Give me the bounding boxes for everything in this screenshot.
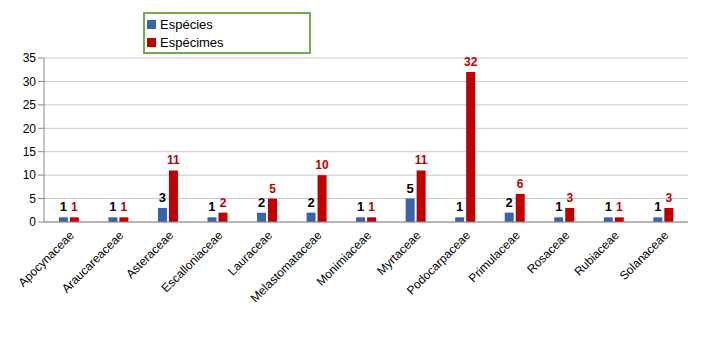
svg-text:1: 1	[605, 199, 612, 214]
svg-text:Melastomataceae: Melastomataceae	[248, 228, 325, 305]
svg-text:2: 2	[258, 195, 265, 210]
svg-text:20: 20	[23, 122, 37, 136]
svg-text:1: 1	[208, 199, 215, 214]
html-text:Espécies: Espécies	[160, 17, 213, 32]
svg-text:Araucareaceae: Araucareaceae	[59, 228, 127, 296]
svg-text:1: 1	[60, 199, 67, 214]
svg-text:Rubiaceae: Rubiaceae	[571, 228, 622, 279]
svg-text:2: 2	[506, 195, 513, 210]
svg-text:3: 3	[159, 190, 166, 205]
svg-text:1: 1	[109, 199, 116, 214]
svg-text:0: 0	[29, 215, 36, 229]
svg-text:3: 3	[566, 191, 573, 205]
svg-text:Rosaceae: Rosaceae	[524, 228, 572, 276]
svg-text:5: 5	[407, 181, 414, 196]
svg-text:Myrtaceae: Myrtaceae	[374, 228, 424, 278]
html-text:Espécimes: Espécimes	[160, 35, 224, 50]
svg-text:15: 15	[23, 145, 37, 159]
svg-text:25: 25	[23, 98, 37, 112]
svg-text:2: 2	[307, 195, 314, 210]
svg-text:1: 1	[368, 200, 375, 214]
svg-text:1: 1	[456, 199, 463, 214]
svg-text:3: 3	[665, 191, 672, 205]
svg-text:1: 1	[121, 200, 128, 214]
svg-text:Lauraceae: Lauraceae	[225, 228, 275, 278]
svg-text:35: 35	[23, 51, 37, 65]
svg-text:Solanaceae: Solanaceae	[617, 228, 672, 283]
svg-text:Podocarpaceae: Podocarpaceae	[404, 228, 474, 298]
svg-text:Apocynaceae: Apocynaceae	[15, 228, 77, 290]
svg-text:11: 11	[167, 153, 180, 167]
svg-text:1: 1	[654, 199, 661, 214]
svg-text:5: 5	[269, 182, 276, 196]
svg-text:1: 1	[357, 199, 364, 214]
svg-text:11: 11	[415, 153, 428, 167]
svg-text:2: 2	[220, 196, 227, 210]
svg-text:6: 6	[517, 177, 524, 191]
svg-text:Primulaceae: Primulaceae	[466, 228, 523, 285]
svg-text:Escalloniaceae: Escalloniaceae	[159, 228, 226, 295]
svg-text:32: 32	[464, 55, 478, 69]
svg-text:10: 10	[23, 168, 37, 182]
svg-text:Monimiaceae: Monimiaceae	[314, 228, 375, 289]
svg-text:10: 10	[315, 158, 329, 172]
svg-text:1: 1	[616, 200, 623, 214]
svg-text:1: 1	[71, 200, 78, 214]
svg-text:Asteraceae: Asteraceae	[123, 228, 176, 281]
svg-text:30: 30	[23, 75, 37, 89]
svg-text:5: 5	[29, 192, 36, 206]
svg-text:1: 1	[555, 199, 562, 214]
